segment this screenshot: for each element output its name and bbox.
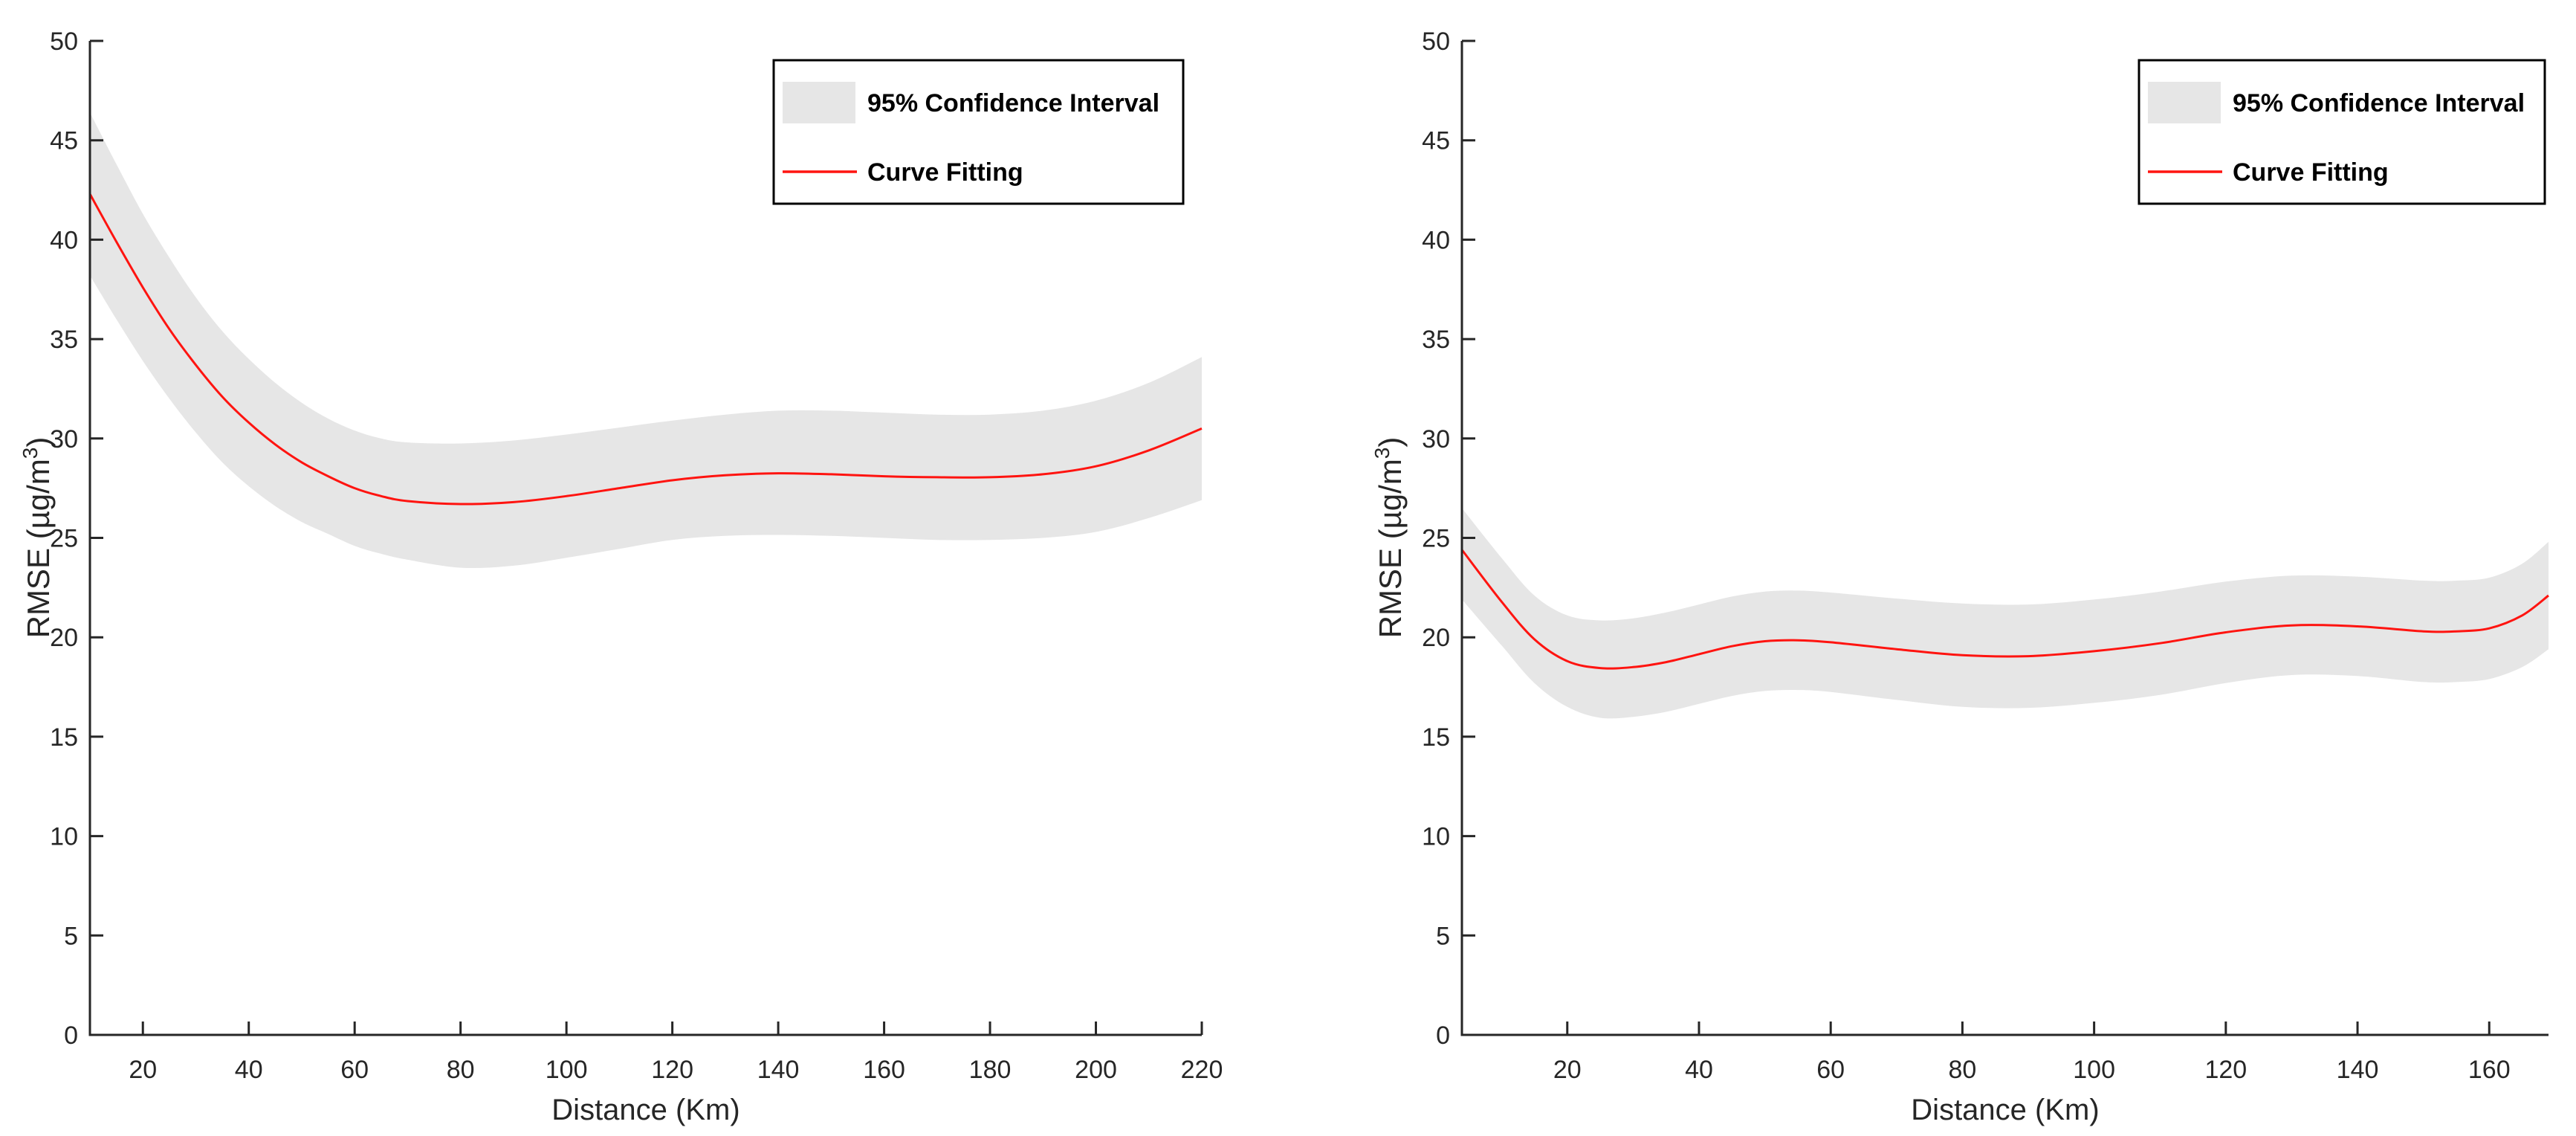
legend-label-confidence-interval: 95% Confidence Interval <box>867 89 1159 117</box>
x-tick-label: 40 <box>235 1056 263 1084</box>
left-chart: 20 40 60 80 100 120 140 160 180 200 220 0 5 10 15 20 25 3… <box>19 28 1223 1126</box>
x-tick-label: 120 <box>651 1056 693 1084</box>
y-tick-label: 30 <box>50 425 78 454</box>
y-tick-label: 50 <box>1422 28 1450 56</box>
x-tick-label: 80 <box>447 1056 475 1084</box>
legend-band-swatch <box>783 82 855 123</box>
x-axis-label: Distance (Km) <box>551 1094 740 1126</box>
x-tick-label: 200 <box>1075 1056 1117 1084</box>
y-tick-label: 40 <box>1422 226 1450 254</box>
y-tick-label: 10 <box>50 823 78 851</box>
confidence-band <box>90 112 1202 569</box>
y-tick-label: 15 <box>50 723 78 752</box>
curve-fitting-line <box>1460 549 2549 670</box>
y-tick-label: 45 <box>1422 127 1450 155</box>
x-tick-label: 20 <box>129 1056 157 1084</box>
x-tick-label: 100 <box>2073 1056 2115 1084</box>
y-tick-label: 5 <box>1436 922 1450 950</box>
y-axis-label: RMSE (µg/m3) <box>19 437 56 639</box>
y-tick-label: 35 <box>1422 326 1450 354</box>
y-tick-label: 25 <box>50 525 78 553</box>
y-tick-label: 25 <box>1422 525 1450 553</box>
y-tick-label: 40 <box>50 226 78 254</box>
y-tick-label: 35 <box>50 326 78 354</box>
curve-fitting-line <box>88 193 1203 506</box>
x-tick-label: 80 <box>1948 1056 1976 1084</box>
x-tick-label: 180 <box>969 1056 1012 1084</box>
y-tick-label: 5 <box>64 922 78 950</box>
right-chart: 20 40 60 80 100 120 140 160 0 5 10 15 20 25 30 35 40 45 50… <box>1288 0 2576 1136</box>
y-tick-label: 10 <box>1422 823 1450 851</box>
x-tick-label: 140 <box>2337 1056 2379 1084</box>
x-tick-label: 20 <box>1553 1056 1582 1084</box>
x-tick-label: 220 <box>1181 1056 1223 1084</box>
legend-band-swatch <box>2148 82 2221 123</box>
legend-label-curve-fitting: Curve Fitting <box>867 158 1023 187</box>
x-tick-label: 140 <box>757 1056 800 1084</box>
x-tick-label: 160 <box>863 1056 905 1084</box>
legend-label-confidence-interval: 95% Confidence Interval <box>2233 89 2525 117</box>
x-tick-label: 160 <box>2468 1056 2511 1084</box>
y-tick-label: 30 <box>1422 425 1450 454</box>
legend-label-curve-fitting: Curve Fitting <box>2233 158 2389 187</box>
x-tick-label: 60 <box>1816 1056 1845 1084</box>
y-tick-label: 0 <box>1436 1022 1450 1050</box>
y-tick-label: 20 <box>50 624 78 652</box>
x-tick-label: 60 <box>340 1056 369 1084</box>
x-tick-label: 100 <box>546 1056 588 1084</box>
y-tick-label: 15 <box>1422 723 1450 752</box>
x-tick-label: 120 <box>2204 1056 2247 1084</box>
y-tick-label: 50 <box>50 28 78 56</box>
y-tick-label: 0 <box>64 1022 78 1050</box>
x-tick-label: 40 <box>1685 1056 1713 1084</box>
y-tick-label: 45 <box>50 127 78 155</box>
y-axis-label: RMSE (µg/m3) <box>1370 437 1408 639</box>
y-tick-label: 20 <box>1422 624 1450 652</box>
x-axis-label: Distance (Km) <box>1911 1094 2099 1126</box>
confidence-band <box>1462 508 2549 719</box>
